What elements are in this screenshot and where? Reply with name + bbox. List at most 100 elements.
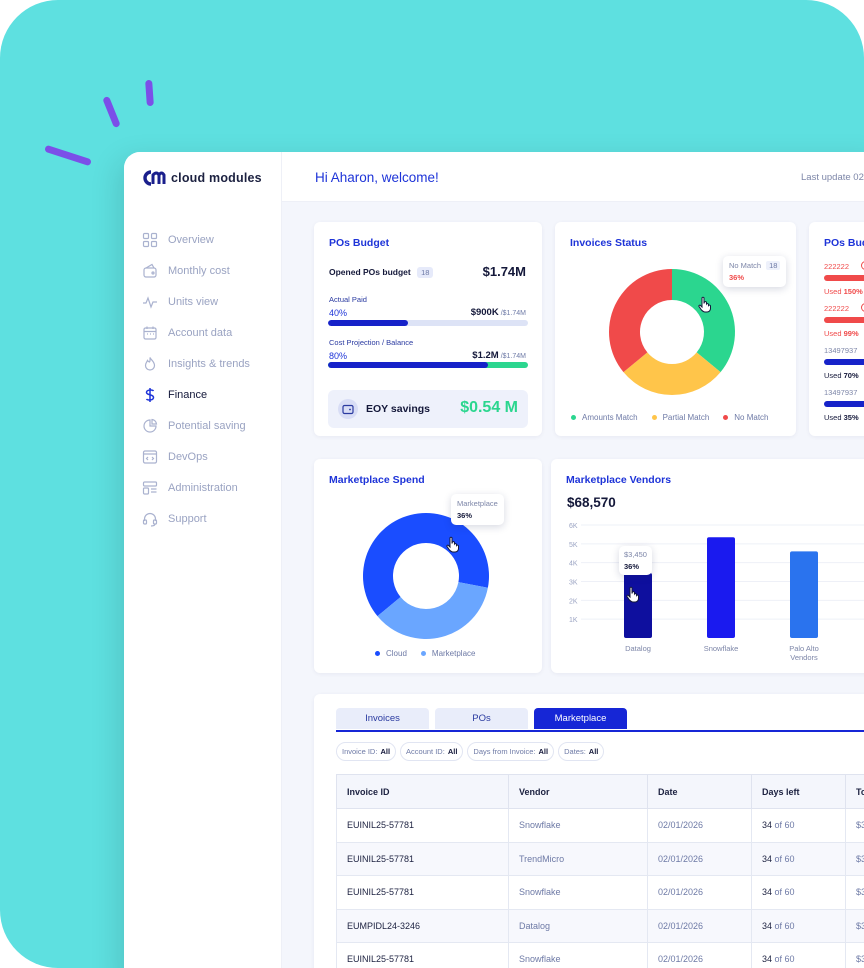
invoices-table-section: Invoices POs Marketplace Invoice ID: All …	[314, 694, 864, 968]
sidebar-item-support[interactable]: Support	[142, 503, 277, 534]
sidebar-item-label: Insights & trends	[168, 357, 250, 370]
marketplace-spend-slice-marketplace[interactable]	[377, 582, 488, 639]
pie-icon	[143, 418, 158, 433]
tooltip-count: 18	[766, 261, 781, 270]
logo[interactable]: cloud modules	[142, 170, 262, 186]
projection-label: Cost Projection / Balance	[329, 338, 414, 347]
sidebar-item-label: Support	[168, 512, 207, 525]
invoices-status-donut	[609, 269, 735, 395]
legend-swatch	[571, 415, 576, 421]
filter-value: All	[380, 747, 391, 756]
sidebar-item-insights[interactable]: Insights & trends	[142, 348, 277, 379]
cell-vendor: Snowflake	[508, 808, 648, 843]
legend-label: No Match	[734, 413, 769, 422]
welcome-message: Hi Aharon, welcome!	[315, 170, 439, 185]
sidebar-item-monthly-cost[interactable]: Monthly cost	[142, 255, 277, 286]
days-value: 34	[762, 954, 773, 965]
legend-swatch	[420, 651, 426, 657]
used-percent: 150%	[843, 287, 863, 296]
legend-item: Cloud	[375, 649, 407, 658]
bar-palo-alto-vendors[interactable]	[790, 551, 818, 638]
marketplace-spend-slice-cloud[interactable]	[363, 513, 489, 617]
sidebar-nav: Overview Monthly cost Units view Account…	[142, 224, 277, 534]
card-title: Invoices Status	[570, 237, 648, 249]
days-of: of 60	[774, 920, 795, 931]
filter-days-from-invoice[interactable]: Days from Invoice: All	[467, 742, 555, 761]
sidebar-item-finance[interactable]: Finance	[142, 379, 277, 410]
cell-invoice-id: EUMPIDL24-3246	[336, 908, 509, 943]
actual-paid-value: $900K/$1.74M	[471, 307, 526, 318]
eoy-savings-label: EOY savings	[366, 403, 431, 415]
bar-snowflake[interactable]	[707, 537, 735, 638]
y-tick-label: 3K	[569, 580, 578, 587]
pointer-cursor-icon	[698, 296, 711, 313]
used-label: Used	[824, 371, 842, 380]
actual-paid-total: /$1.74M	[500, 310, 526, 317]
days-value: 34	[762, 920, 773, 931]
budget-row-bar	[824, 401, 864, 407]
invoices-status-legend: Amounts Match Partial Match No Match	[571, 413, 769, 422]
sidebar-item-devops[interactable]: DevOps	[142, 441, 277, 472]
sidebar-item-potential-saving[interactable]: Potential saving	[142, 410, 277, 441]
tooltip-percent: 36%	[729, 273, 745, 282]
cell-total: $3	[845, 908, 864, 943]
table-row[interactable]: EUINIL25-57781 Snowflake 02/01/2026 34 of 6…	[336, 875, 864, 910]
filter-label: Account ID:	[406, 747, 445, 756]
cell-date: 02/01/2026	[647, 908, 752, 943]
marketplace-spend-donut	[363, 513, 489, 639]
invoices-status-slice-partial-match[interactable]	[623, 352, 721, 395]
used-label: Used	[824, 329, 842, 338]
sidebar-item-units-view[interactable]: Units view	[142, 286, 277, 317]
budget-row[interactable]: 13497937 Used 35%	[824, 388, 864, 426]
sidebar-item-administration[interactable]: Administration	[142, 472, 277, 503]
invoices-status-slice-amounts-match[interactable]	[672, 269, 735, 373]
invoices-status-slice-no-match[interactable]	[609, 269, 672, 373]
grid-icon	[142, 232, 158, 247]
column-header-invoice-id[interactable]: Invoice ID	[336, 774, 509, 809]
filter-invoice-id[interactable]: Invoice ID: All	[336, 742, 397, 761]
y-tick-label: 4K	[569, 561, 578, 568]
column-header-total[interactable]: To	[845, 774, 864, 809]
tooltip-label: No Match	[729, 261, 762, 270]
table-row[interactable]: EUINIL25-57781 TrendMicro 02/01/2026 34 of …	[336, 841, 864, 876]
budget-row[interactable]: 222222! Used 99%	[824, 303, 864, 342]
tab-pos[interactable]: POs	[435, 708, 528, 729]
filter-dates[interactable]: Dates: All	[558, 742, 605, 761]
column-header-date[interactable]: Date	[647, 774, 752, 809]
dollar-icon	[145, 387, 155, 402]
table-row[interactable]: EUINIL25-57781 Snowflake 02/01/2026 34 of 6…	[336, 808, 864, 843]
budget-row-used: Used 35%	[824, 413, 859, 422]
wallet-icon	[338, 399, 358, 419]
tab-marketplace[interactable]: Marketplace	[534, 708, 627, 729]
budget-row[interactable]: 222222! Used 150%	[824, 261, 864, 300]
sidebar-item-label: Potential saving	[168, 419, 246, 432]
tab-invoices[interactable]: Invoices	[336, 708, 429, 729]
tooltip-value: $3,450	[624, 550, 647, 559]
cell-date: 02/01/2026	[647, 841, 752, 876]
decorative-spark	[145, 79, 154, 107]
pos-budget-side-card: POs Bud 222222! Used 150% 222222! Used 99% 1…	[809, 222, 864, 436]
marketplace-spend-card: Marketplace Spend Marketplace 36% Cloud …	[314, 459, 542, 673]
column-header-days-left[interactable]: Days left	[751, 774, 846, 809]
card-title: Marketplace Vendors	[566, 474, 672, 486]
marketplace-vendors-card: Marketplace Vendors $68,570 6K 5K 4K 3K 2K 1K…	[551, 459, 864, 673]
bar-datalog[interactable]	[624, 573, 652, 638]
budget-row-bar	[824, 317, 864, 323]
days-of: of 60	[774, 853, 795, 864]
column-header-vendor[interactable]: Vendor	[508, 774, 648, 809]
projection-total: /$1.74M	[500, 353, 526, 360]
warning-icon: !	[861, 303, 864, 312]
filter-account-id[interactable]: Account ID: All	[400, 742, 464, 761]
cell-vendor: TrendMicro	[508, 841, 648, 876]
sidebar-item-account-data[interactable]: Account data	[142, 317, 277, 348]
table-row[interactable]: EUMPIDL24-3246 Datalog 02/01/2026 34 of 60 $…	[336, 908, 864, 943]
budget-row[interactable]: 13497937 Used 70%	[824, 346, 864, 384]
headset-icon	[142, 512, 158, 527]
filter-label: Days from Invoice:	[473, 747, 536, 756]
actual-paid-amount: $900K	[470, 307, 499, 318]
vendors-total: $68,570	[567, 495, 616, 510]
sidebar-item-overview[interactable]: Overview	[142, 224, 277, 255]
legend-item: Marketplace	[420, 649, 475, 658]
logo-text: cloud modules	[171, 171, 262, 185]
table-row[interactable]: EUINIL25-57781 Snowflake 02/01/2026 34 of 6…	[336, 942, 864, 968]
